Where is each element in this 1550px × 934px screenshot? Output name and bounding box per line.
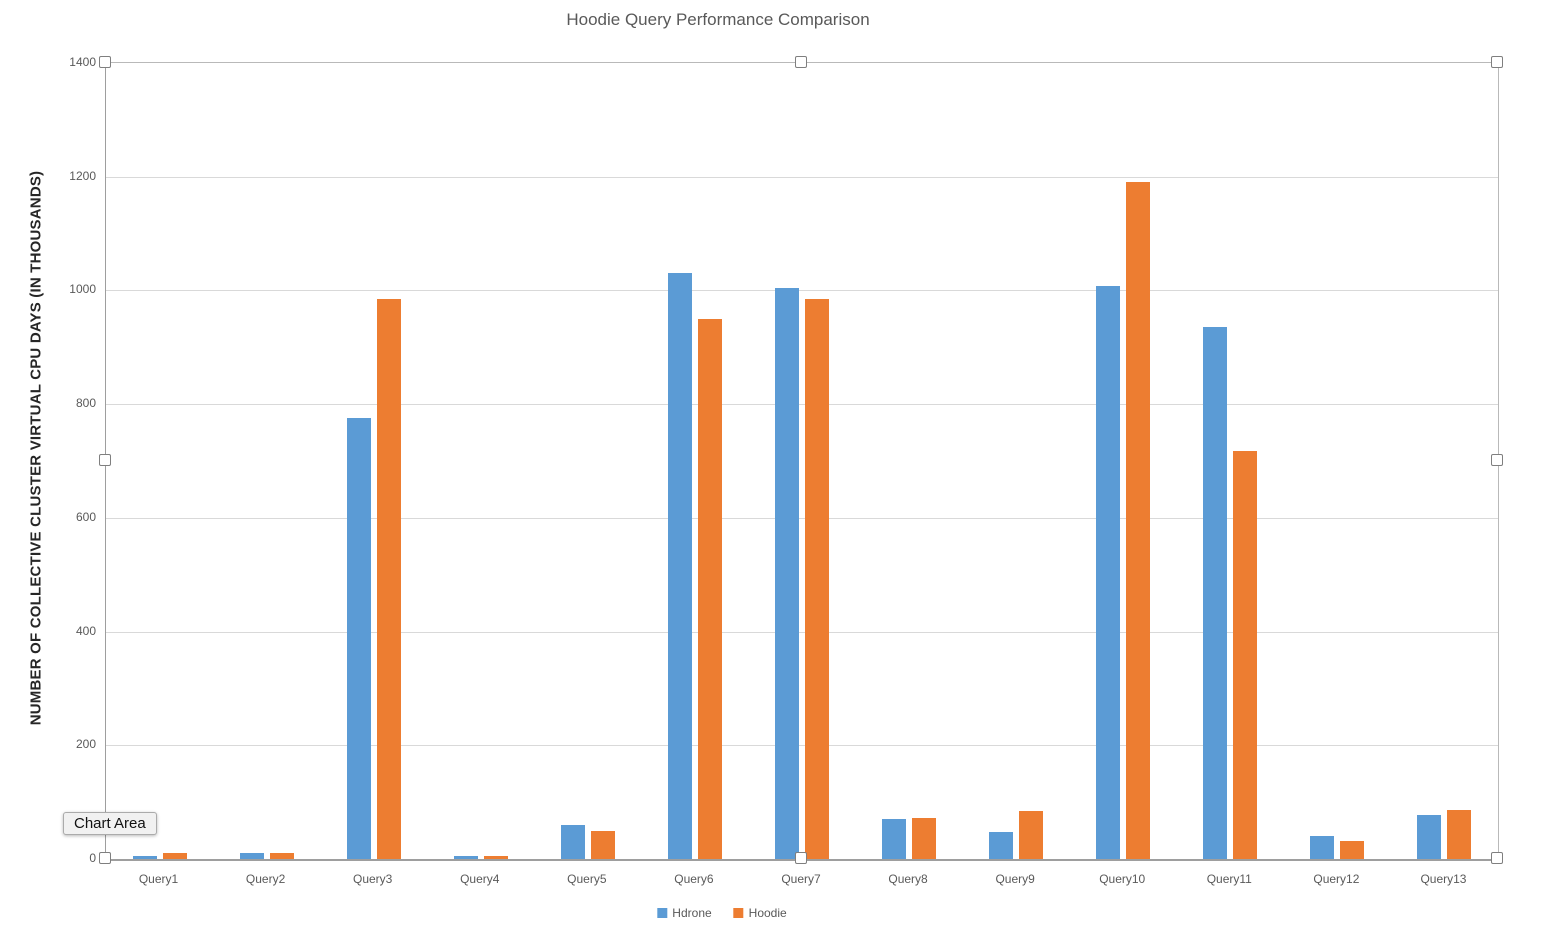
x-tick-label: Query1 <box>138 872 179 886</box>
x-tick-label: Query8 <box>888 872 928 886</box>
resize-handle[interactable] <box>1491 852 1503 864</box>
legend: Hdrone Hoodie <box>657 906 787 920</box>
bar-hoodie-query4[interactable] <box>483 856 508 859</box>
bar-hoodie-query7[interactable] <box>805 298 829 859</box>
bar-hoodie-query1[interactable] <box>162 853 187 859</box>
x-tick-label: Query11 <box>1206 872 1252 886</box>
bar-hdrone-query9[interactable] <box>989 831 1014 859</box>
bar-hdrone-query12[interactable] <box>1310 836 1335 859</box>
gridline <box>106 290 1498 292</box>
gridline <box>106 631 1498 633</box>
x-tick-label: Query6 <box>674 872 714 886</box>
bar-hoodie-query3[interactable] <box>376 298 401 859</box>
x-tick-label: Query4 <box>460 872 500 886</box>
legend-item-hoodie[interactable]: Hoodie <box>733 906 787 920</box>
y-tick-label: 0 <box>89 851 96 865</box>
gridline <box>106 745 1498 747</box>
x-tick-label: Query5 <box>567 872 607 886</box>
x-tick-label: Query2 <box>245 872 286 886</box>
y-tick-label: 600 <box>75 509 96 524</box>
x-tick-label: Query9 <box>995 872 1035 886</box>
bar-hdrone-query1[interactable] <box>132 856 157 859</box>
resize-handle[interactable] <box>795 852 807 864</box>
resize-handle[interactable] <box>1491 56 1503 68</box>
y-tick-label: 1000 <box>69 282 96 297</box>
bar-hdrone-query10[interactable] <box>1096 285 1121 859</box>
bar-hdrone-query13[interactable] <box>1417 814 1442 859</box>
x-tick-label: Query3 <box>353 872 393 886</box>
resize-handle[interactable] <box>99 454 111 466</box>
bar-hdrone-query6[interactable] <box>667 273 692 859</box>
chart-area-tooltip-label: Chart Area <box>74 815 146 832</box>
bar-hdrone-query7[interactable] <box>775 287 799 859</box>
resize-handle[interactable] <box>99 56 111 68</box>
bar-hdrone-query4[interactable] <box>453 856 478 859</box>
plot-area[interactable] <box>105 62 1499 861</box>
resize-handle[interactable] <box>795 56 807 68</box>
bar-hoodie-query10[interactable] <box>1126 182 1151 859</box>
bar-hdrone-query11[interactable] <box>1203 327 1228 859</box>
y-tick-label: 400 <box>75 623 96 638</box>
x-tick-label: Query10 <box>1099 872 1146 886</box>
chart-area-tooltip: Chart Area <box>63 812 157 835</box>
x-tick-label: Query12 <box>1313 872 1360 886</box>
y-tick-label: 1400 <box>69 55 96 69</box>
bar-hoodie-query12[interactable] <box>1340 840 1365 859</box>
legend-swatch-icon <box>733 908 744 918</box>
y-tick-label: 200 <box>75 737 96 752</box>
legend-item-hdrone[interactable]: Hdrone <box>657 906 712 920</box>
bar-hoodie-query9[interactable] <box>1019 810 1044 859</box>
bar-hoodie-query11[interactable] <box>1233 450 1258 859</box>
x-tick-label: Query7 <box>781 872 821 886</box>
bar-hoodie-query5[interactable] <box>590 830 615 859</box>
bar-hoodie-query13[interactable] <box>1447 809 1472 859</box>
bar-hdrone-query2[interactable] <box>239 853 264 859</box>
bar-hoodie-query2[interactable] <box>269 853 294 859</box>
bar-hdrone-query5[interactable] <box>560 824 585 859</box>
bar-hoodie-query8[interactable] <box>912 818 937 859</box>
chart-title[interactable]: Hoodie Query Performance Comparison <box>566 10 870 29</box>
bar-hdrone-query3[interactable] <box>346 418 371 859</box>
resize-handle[interactable] <box>99 852 111 864</box>
bar-hoodie-query6[interactable] <box>697 318 722 859</box>
legend-label: Hdrone <box>672 906 712 920</box>
y-axis-title[interactable]: NUMBER OF COLLECTIVE CLUSTER VIRTUAL CPU… <box>27 170 45 726</box>
legend-swatch-icon <box>657 908 668 918</box>
gridline <box>106 176 1498 178</box>
y-tick-label: 1200 <box>69 168 96 183</box>
y-tick-label: 800 <box>75 396 96 411</box>
bar-hdrone-query8[interactable] <box>882 819 907 859</box>
resize-handle[interactable] <box>1491 454 1503 466</box>
gridline <box>106 517 1498 519</box>
gridline <box>106 404 1498 406</box>
legend-label: Hoodie <box>748 906 787 920</box>
x-tick-label: Query13 <box>1420 872 1467 886</box>
